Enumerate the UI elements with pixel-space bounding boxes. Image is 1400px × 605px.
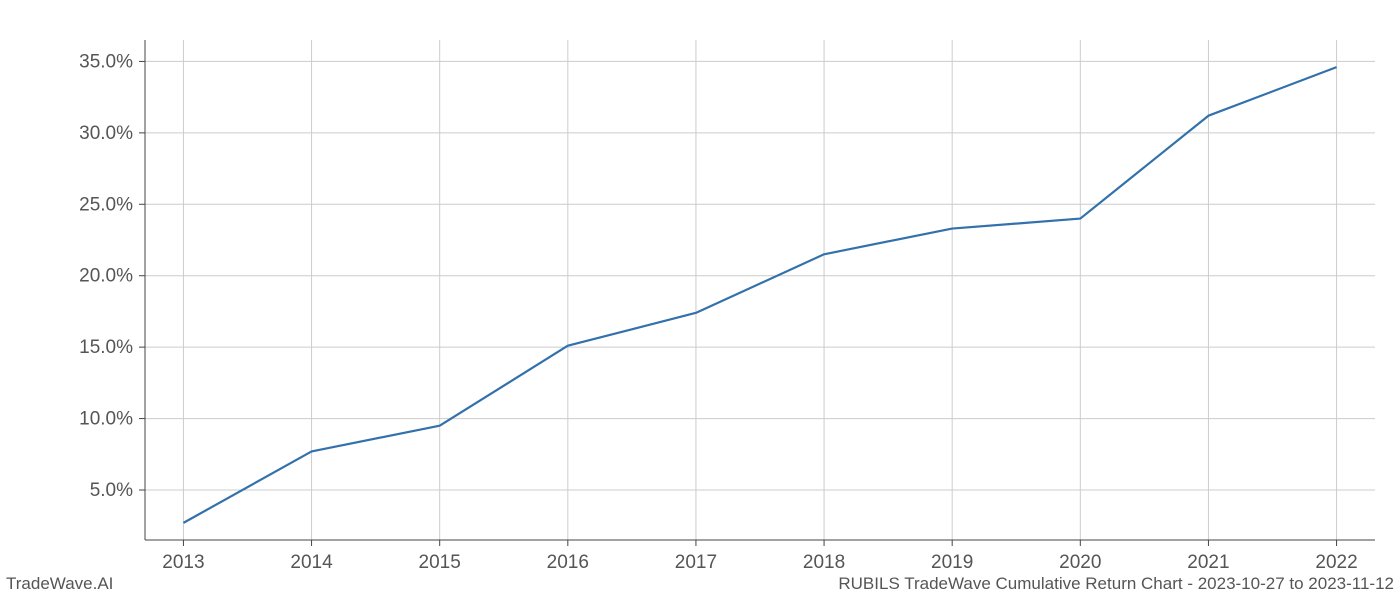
x-tick-label: 2013: [162, 552, 204, 573]
x-tick-label: 2016: [547, 552, 589, 573]
x-tick-label: 2020: [1059, 552, 1101, 573]
x-tick-label: 2017: [675, 552, 717, 573]
y-tick-label: 5.0%: [90, 480, 133, 501]
chart-container: 2013 2014 2015 2016 2017 2018 2019 2020 2021 2022…: [0, 0, 1400, 600]
x-tick-label: 2015: [419, 552, 461, 573]
y-tick-label: 30.0%: [79, 123, 133, 144]
y-tick-label: 10.0%: [79, 409, 133, 430]
footer-brand: TradeWave.AI: [6, 574, 113, 594]
y-tick-label: 35.0%: [79, 51, 133, 72]
line-chart: 2013 2014 2015 2016 2017 2018 2019 2020 2021 2022…: [0, 0, 1400, 600]
y-tick-label: 25.0%: [79, 194, 133, 215]
x-tick-label: 2021: [1187, 552, 1229, 573]
x-tick-label: 2019: [931, 552, 973, 573]
footer-caption: RUBILS TradeWave Cumulative Return Chart…: [838, 574, 1394, 594]
y-tick-label: 15.0%: [79, 337, 133, 358]
x-tick-label: 2018: [803, 552, 845, 573]
x-tick-label: 2022: [1315, 552, 1357, 573]
x-tick-label: 2014: [290, 552, 333, 573]
y-tick-label: 20.0%: [79, 266, 133, 287]
